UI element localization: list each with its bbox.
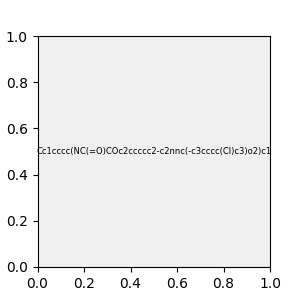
Text: Cc1cccc(NC(=O)COc2ccccc2-c2nnc(-c3cccc(Cl)c3)o2)c1: Cc1cccc(NC(=O)COc2ccccc2-c2nnc(-c3cccc(C… [36,147,271,156]
